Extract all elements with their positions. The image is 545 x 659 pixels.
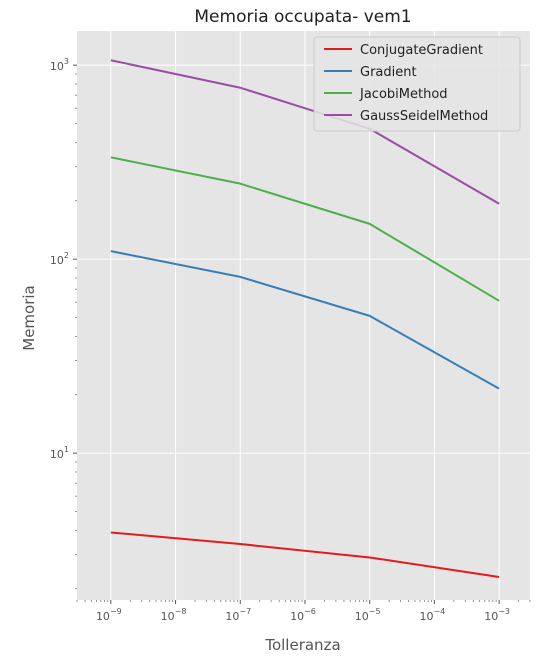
y-tick-label: 102	[50, 251, 69, 267]
y-axis-label: Memoria	[20, 285, 38, 351]
x-tick-label: 10−3	[484, 607, 510, 623]
axis-ticks: 10−9 10−8 10−7 10−6 10−5 10−4 10−3 101 102 103	[50, 57, 531, 623]
x-tick-label: 10−7	[225, 607, 251, 623]
x-tick-label: 10−5	[355, 607, 381, 623]
x-tick-label: 10−6	[290, 607, 316, 623]
legend-box	[313, 36, 521, 132]
y-tick-label: 101	[50, 445, 69, 461]
series-line-gaussseidelmethod	[110, 59, 500, 205]
legend-label: JacobiMethod	[359, 87, 448, 102]
chart-title: Memoria occupata- vem1	[194, 7, 411, 27]
series-line-jacobimethod	[110, 156, 500, 302]
x-axis-label: Tolleranza	[264, 636, 340, 654]
x-tick-label: 10−8	[161, 607, 187, 623]
legend-label: Gradient	[360, 65, 417, 80]
x-tick-label: 10−4	[420, 607, 446, 623]
x-tick-label: 10−9	[96, 607, 122, 623]
series-line-conjugategradient	[110, 531, 500, 578]
legend: ConjugateGradient Gradient JacobiMethod Gau…	[313, 36, 521, 132]
series-line-gradient	[110, 250, 500, 390]
legend-label: ConjugateGradient	[360, 43, 483, 58]
series-lines	[110, 59, 500, 578]
y-tick-label: 103	[50, 57, 69, 73]
legend-label: GaussSeidelMethod	[360, 109, 488, 124]
